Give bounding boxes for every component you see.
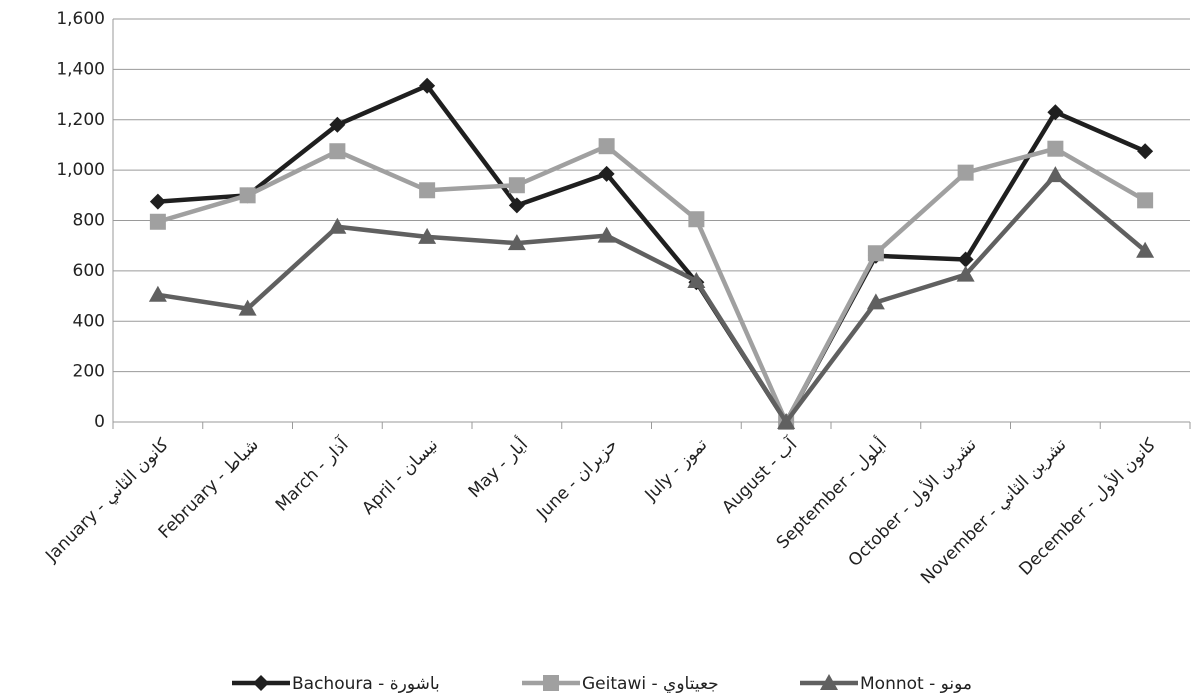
marker (418, 227, 437, 244)
marker (329, 143, 346, 160)
marker (329, 116, 346, 133)
marker (507, 234, 526, 251)
marker (508, 177, 525, 194)
y-tick-label: 600 (73, 261, 105, 281)
y-tick-label: 0 (94, 412, 105, 432)
marker (866, 293, 885, 310)
legend-label: Monnot - مونو (860, 674, 972, 694)
marker (597, 226, 616, 243)
marker (777, 413, 796, 429)
marker (238, 299, 257, 316)
x-tick-label: March - آذار (270, 433, 353, 516)
x-tick-label: November - تشرين الثاني (917, 435, 1071, 589)
marker (149, 213, 166, 230)
x-tick-label: January - كانون الثاني (41, 434, 173, 566)
y-tick-label: 1,200 (56, 110, 105, 130)
marker (419, 182, 436, 199)
marker (1046, 166, 1065, 183)
series-line (157, 143, 1147, 425)
legend-label: Geitawi - جعيتاوي (582, 674, 719, 694)
legend-label: Bachoura - باشورة (292, 674, 440, 694)
marker (148, 285, 167, 302)
marker (239, 187, 256, 204)
marker (820, 674, 838, 690)
marker (1137, 192, 1154, 209)
y-tick-label: 1,000 (56, 160, 105, 180)
marker (598, 165, 615, 182)
marker (956, 265, 975, 282)
marker (688, 211, 705, 228)
x-tick-label: August - آب (717, 433, 802, 518)
x-tick-label: May - أيار (463, 434, 532, 503)
marker (957, 164, 974, 181)
marker (1137, 143, 1154, 160)
marker (149, 193, 166, 210)
x-tick-label: July - تموز (641, 435, 712, 506)
x-tick-label: June - حزيران (532, 435, 621, 524)
x-tick-label: April - نيسان (358, 435, 442, 519)
marker (1136, 241, 1155, 258)
marker (328, 217, 347, 234)
x-tick-label: February - شباط (155, 435, 263, 543)
y-tick-label: 400 (73, 311, 105, 331)
marker (867, 245, 884, 262)
y-tick-label: 200 (73, 362, 105, 382)
marker (957, 251, 974, 268)
marker (1047, 140, 1064, 157)
marker (419, 77, 436, 94)
marker (598, 138, 615, 155)
y-tick-label: 1,600 (56, 9, 105, 29)
marker (543, 675, 559, 691)
y-tick-label: 800 (73, 211, 105, 231)
marker (687, 271, 706, 288)
series-line (157, 172, 1147, 425)
marker (1047, 104, 1064, 121)
y-tick-label: 1,400 (56, 59, 105, 79)
marker (508, 197, 525, 214)
marker (253, 675, 269, 691)
series-line (157, 83, 1147, 425)
